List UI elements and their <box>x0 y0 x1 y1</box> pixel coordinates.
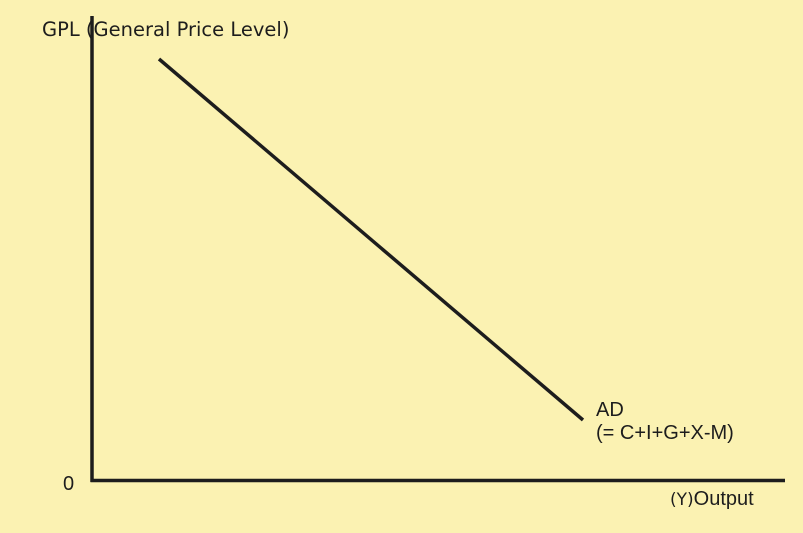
curve-equation: (= C+I+G+X-M) <box>596 422 734 444</box>
origin-label: 0 <box>63 473 75 495</box>
curve-label: AD (= C+I+G+X-M) <box>596 399 734 445</box>
x-axis-symbol: (Y) <box>670 490 694 510</box>
y-axis-label: GPL (General Price Level) <box>42 18 290 41</box>
x-axis-label: Output <box>693 488 754 510</box>
aggregate-demand-curve <box>157 57 585 422</box>
curve-name: AD <box>596 399 624 421</box>
x-axis-label-group: (Y)Output <box>670 489 754 509</box>
